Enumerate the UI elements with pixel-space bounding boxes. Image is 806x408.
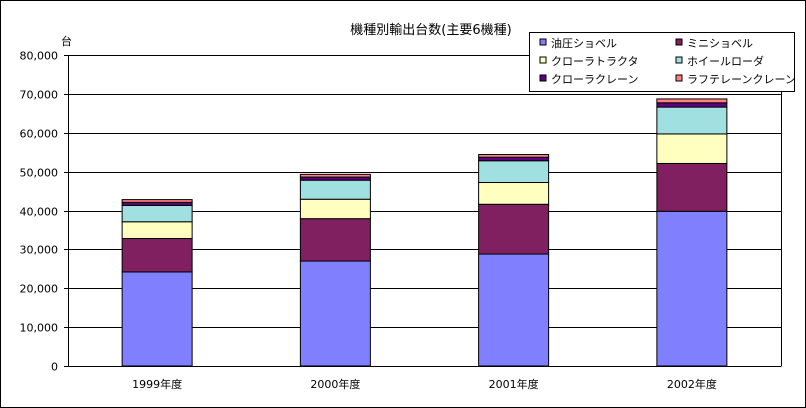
y-tick-label: 60,000 <box>20 128 59 141</box>
y-tick-label: 10,000 <box>20 322 59 335</box>
y-tick-label: 20,000 <box>20 283 59 296</box>
bar-segment <box>656 102 728 108</box>
bar-segment <box>299 179 371 200</box>
bar-segment <box>656 210 728 367</box>
legend-label: 油圧ショベル <box>551 36 617 50</box>
bar-segment <box>656 162 728 212</box>
y-tick-label: 80,000 <box>20 50 59 63</box>
bar-segment <box>656 106 728 135</box>
bar-stacks <box>121 98 728 367</box>
x-tick-label: 1999年度 <box>132 377 182 391</box>
bar-segment <box>478 156 550 162</box>
legend-swatch <box>539 56 547 64</box>
chart-title: 機種別輸出台数(主要6機種) <box>350 22 511 38</box>
legend-label: ホイールローダ <box>687 54 764 68</box>
legend-label: ラフテレーンクレーン <box>687 73 796 86</box>
bar-segment <box>478 154 550 158</box>
bar-segment <box>299 260 371 367</box>
axes <box>68 55 782 367</box>
legend-swatch <box>539 74 547 82</box>
x-tick-label: 2002年度 <box>667 377 717 391</box>
bar-segment <box>299 173 371 178</box>
bar-segment <box>121 199 193 203</box>
legend-label: クローラトラクタ <box>551 55 639 68</box>
y-tick-label: 40,000 <box>20 206 59 219</box>
x-axis-ticks: 1999年度 2000年度 2001年度 2002年度 <box>132 377 717 391</box>
bar-segment <box>656 133 728 164</box>
bar-segment <box>121 221 193 239</box>
bar-segment <box>299 198 371 220</box>
bar-segment <box>478 160 550 184</box>
bar-segment <box>121 237 193 273</box>
legend-swatch <box>675 56 683 64</box>
legend-label: ミニショベル <box>687 37 753 50</box>
x-tick-label: 2001年度 <box>489 377 539 391</box>
y-tick-label: 50,000 <box>20 167 59 180</box>
legend-swatch <box>539 38 547 46</box>
bar-segment <box>299 218 371 262</box>
y-axis-ticks: 0 10,000 20,000 30,000 40,000 50,000 60,000 70,… <box>20 50 68 374</box>
y-tick-label: 70,000 <box>20 89 59 102</box>
legend-label: クローラクレーン <box>551 73 638 86</box>
bar-segment <box>478 253 550 367</box>
y-tick-label: 30,000 <box>20 244 59 257</box>
bar-segment <box>656 98 728 104</box>
bar-segment <box>478 203 550 255</box>
bar-segment <box>478 182 550 205</box>
legend-swatch <box>675 38 683 46</box>
y-tick-label: 0 <box>51 361 58 374</box>
x-tick-label: 2000年度 <box>310 377 360 391</box>
legend-swatch <box>675 74 683 82</box>
bar-segment <box>121 204 193 223</box>
y-axis-unit-label: 台 <box>61 34 72 48</box>
legend-box <box>529 32 795 92</box>
bar-segment <box>121 271 193 367</box>
